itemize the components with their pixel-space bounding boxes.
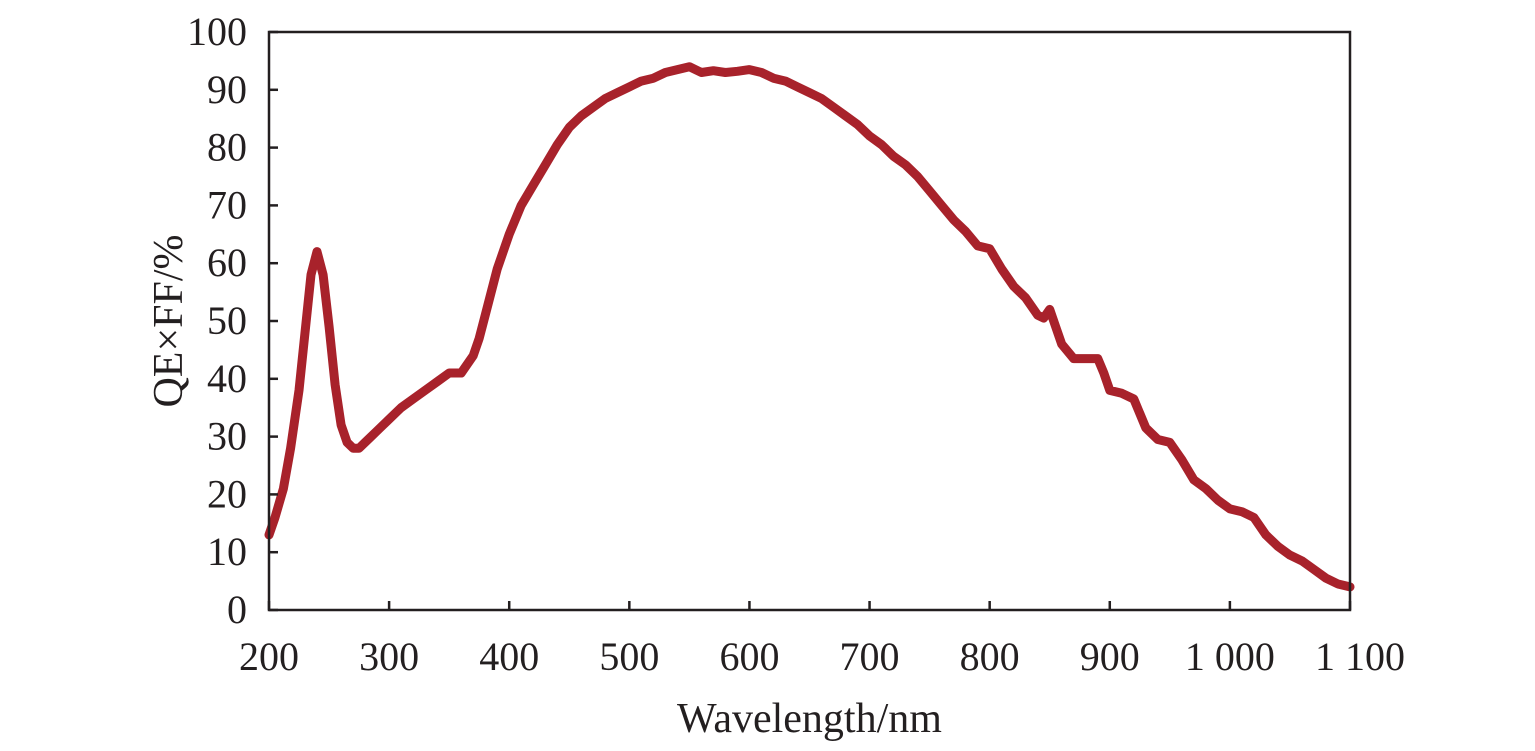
y-axis-title: QE×FF/%: [146, 234, 192, 407]
x-axis: 200 300 400 500 600 700 800 900 1 000 1 100: [239, 601, 1405, 679]
x-axis-title: Wavelength/nm: [677, 696, 942, 742]
y-tick-label: 80: [207, 125, 247, 170]
y-tick-label: 70: [207, 182, 247, 227]
plot-frame: [267, 30, 1352, 612]
y-tick-label: 60: [207, 240, 247, 285]
x-tick-label: 500: [599, 634, 659, 679]
x-tick-label: 600: [719, 634, 779, 679]
qe-ff-series-line: [264, 62, 1355, 592]
y-tick-label: 20: [207, 471, 247, 516]
x-tick-label: 900: [1080, 634, 1140, 679]
x-tick-label: 1 000: [1185, 634, 1275, 679]
y-tick-label: 90: [207, 67, 247, 112]
y-tick-label: 50: [207, 298, 247, 343]
x-tick-label: 700: [840, 634, 900, 679]
x-tick-label: 300: [359, 634, 419, 679]
y-tick-label: 30: [207, 414, 247, 459]
y-tick-label: 10: [207, 529, 247, 574]
plot-area: [264, 30, 1355, 612]
y-tick-label: 40: [207, 356, 247, 401]
y-tick-label: 100: [187, 9, 247, 54]
y-axis: 0 10 20 30 40 50 60 70 80 90 100: [187, 9, 278, 632]
y-tick-label: 0: [227, 587, 247, 632]
x-tick-label: 200: [239, 634, 299, 679]
x-tick-label: 400: [479, 634, 539, 679]
x-tick-label: 800: [960, 634, 1020, 679]
x-tick-label: 1 100: [1315, 634, 1405, 679]
